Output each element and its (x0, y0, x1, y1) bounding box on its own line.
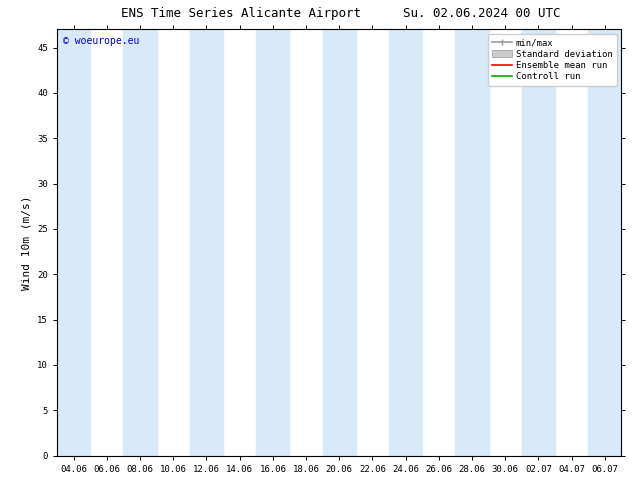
Bar (57, 29, 90, 456)
Bar (256, 29, 289, 456)
Bar (522, 29, 555, 456)
Bar (389, 29, 422, 456)
Text: © woeurope.eu: © woeurope.eu (63, 36, 139, 46)
Bar (190, 29, 223, 456)
Y-axis label: Wind 10m (m/s): Wind 10m (m/s) (22, 196, 32, 290)
Bar (124, 29, 157, 456)
Bar (323, 29, 356, 456)
Bar (455, 29, 489, 456)
Text: ENS Time Series Alicante Airport: ENS Time Series Alicante Airport (121, 7, 361, 21)
Legend: min/max, Standard deviation, Ensemble mean run, Controll run: min/max, Standard deviation, Ensemble me… (488, 34, 617, 86)
Text: Su. 02.06.2024 00 UTC: Su. 02.06.2024 00 UTC (403, 7, 560, 21)
Bar (588, 29, 621, 456)
